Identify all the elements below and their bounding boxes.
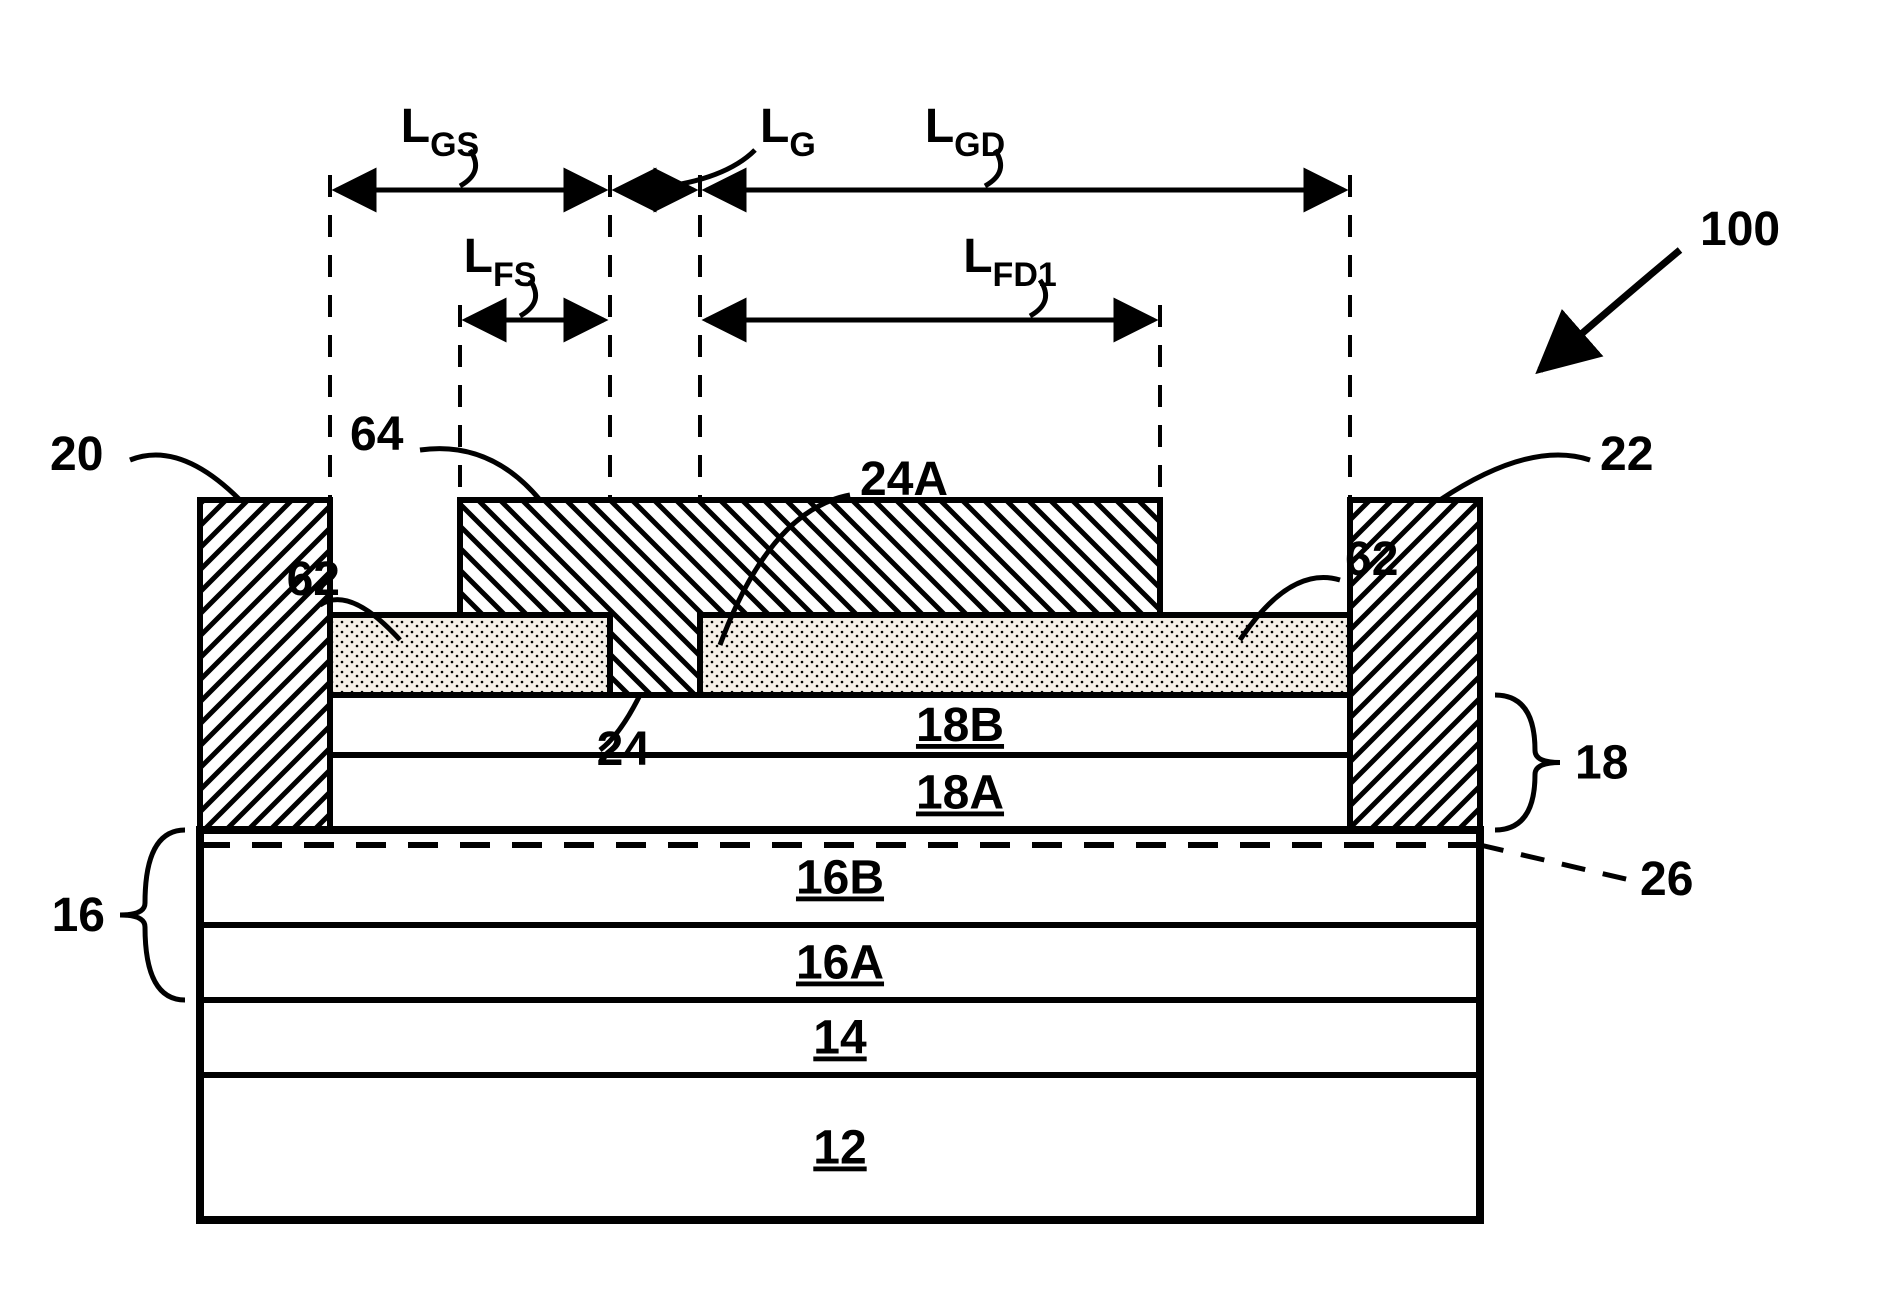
source-metal-20 <box>200 500 330 830</box>
dim-label-LGD: LGD <box>925 100 1005 164</box>
callout-22: 22 <box>1600 428 1653 481</box>
svg-text:26: 26 <box>1640 853 1693 906</box>
svg-text:16: 16 <box>52 889 105 942</box>
leader-64 <box>420 449 540 500</box>
dim-label-LG: LG <box>760 100 816 164</box>
leader-22 <box>1440 455 1590 500</box>
passivation-62-right <box>700 615 1350 695</box>
leader-100 <box>1540 250 1680 370</box>
label-layer-14: 14 <box>813 1012 867 1065</box>
brace-16 <box>120 830 185 1000</box>
label-layer-16A: 16A <box>796 937 884 990</box>
dim-leader <box>655 150 755 188</box>
callout-24: 24 <box>597 723 651 776</box>
transistor-cross-section-figure: 121416A16B18A18BLGSLGLGDLFSLFD1202210064… <box>0 0 1892 1302</box>
dim-label-LGS: LGS <box>401 100 479 164</box>
brace-18 <box>1495 695 1560 830</box>
label-layer-16B: 16B <box>796 852 884 905</box>
passivation-62-left <box>330 615 610 695</box>
dim-label-LFS: LFS <box>464 230 537 294</box>
layer-18B <box>330 695 1350 755</box>
label-layer-18B: 18B <box>916 699 1004 752</box>
callout-100: 100 <box>1700 203 1780 256</box>
callout-64: 64 <box>350 408 404 461</box>
layer-18A <box>330 755 1350 830</box>
callout-24A: 24A <box>860 453 948 506</box>
label-layer-12: 12 <box>813 1122 866 1175</box>
leader-20 <box>130 455 240 500</box>
callout-62: 62 <box>287 553 340 606</box>
label-layer-18A: 18A <box>916 767 1004 820</box>
svg-text:18: 18 <box>1575 737 1628 790</box>
leader-26 <box>1480 845 1630 880</box>
callout-20: 20 <box>50 428 103 481</box>
callout-62: 62 <box>1345 533 1398 586</box>
